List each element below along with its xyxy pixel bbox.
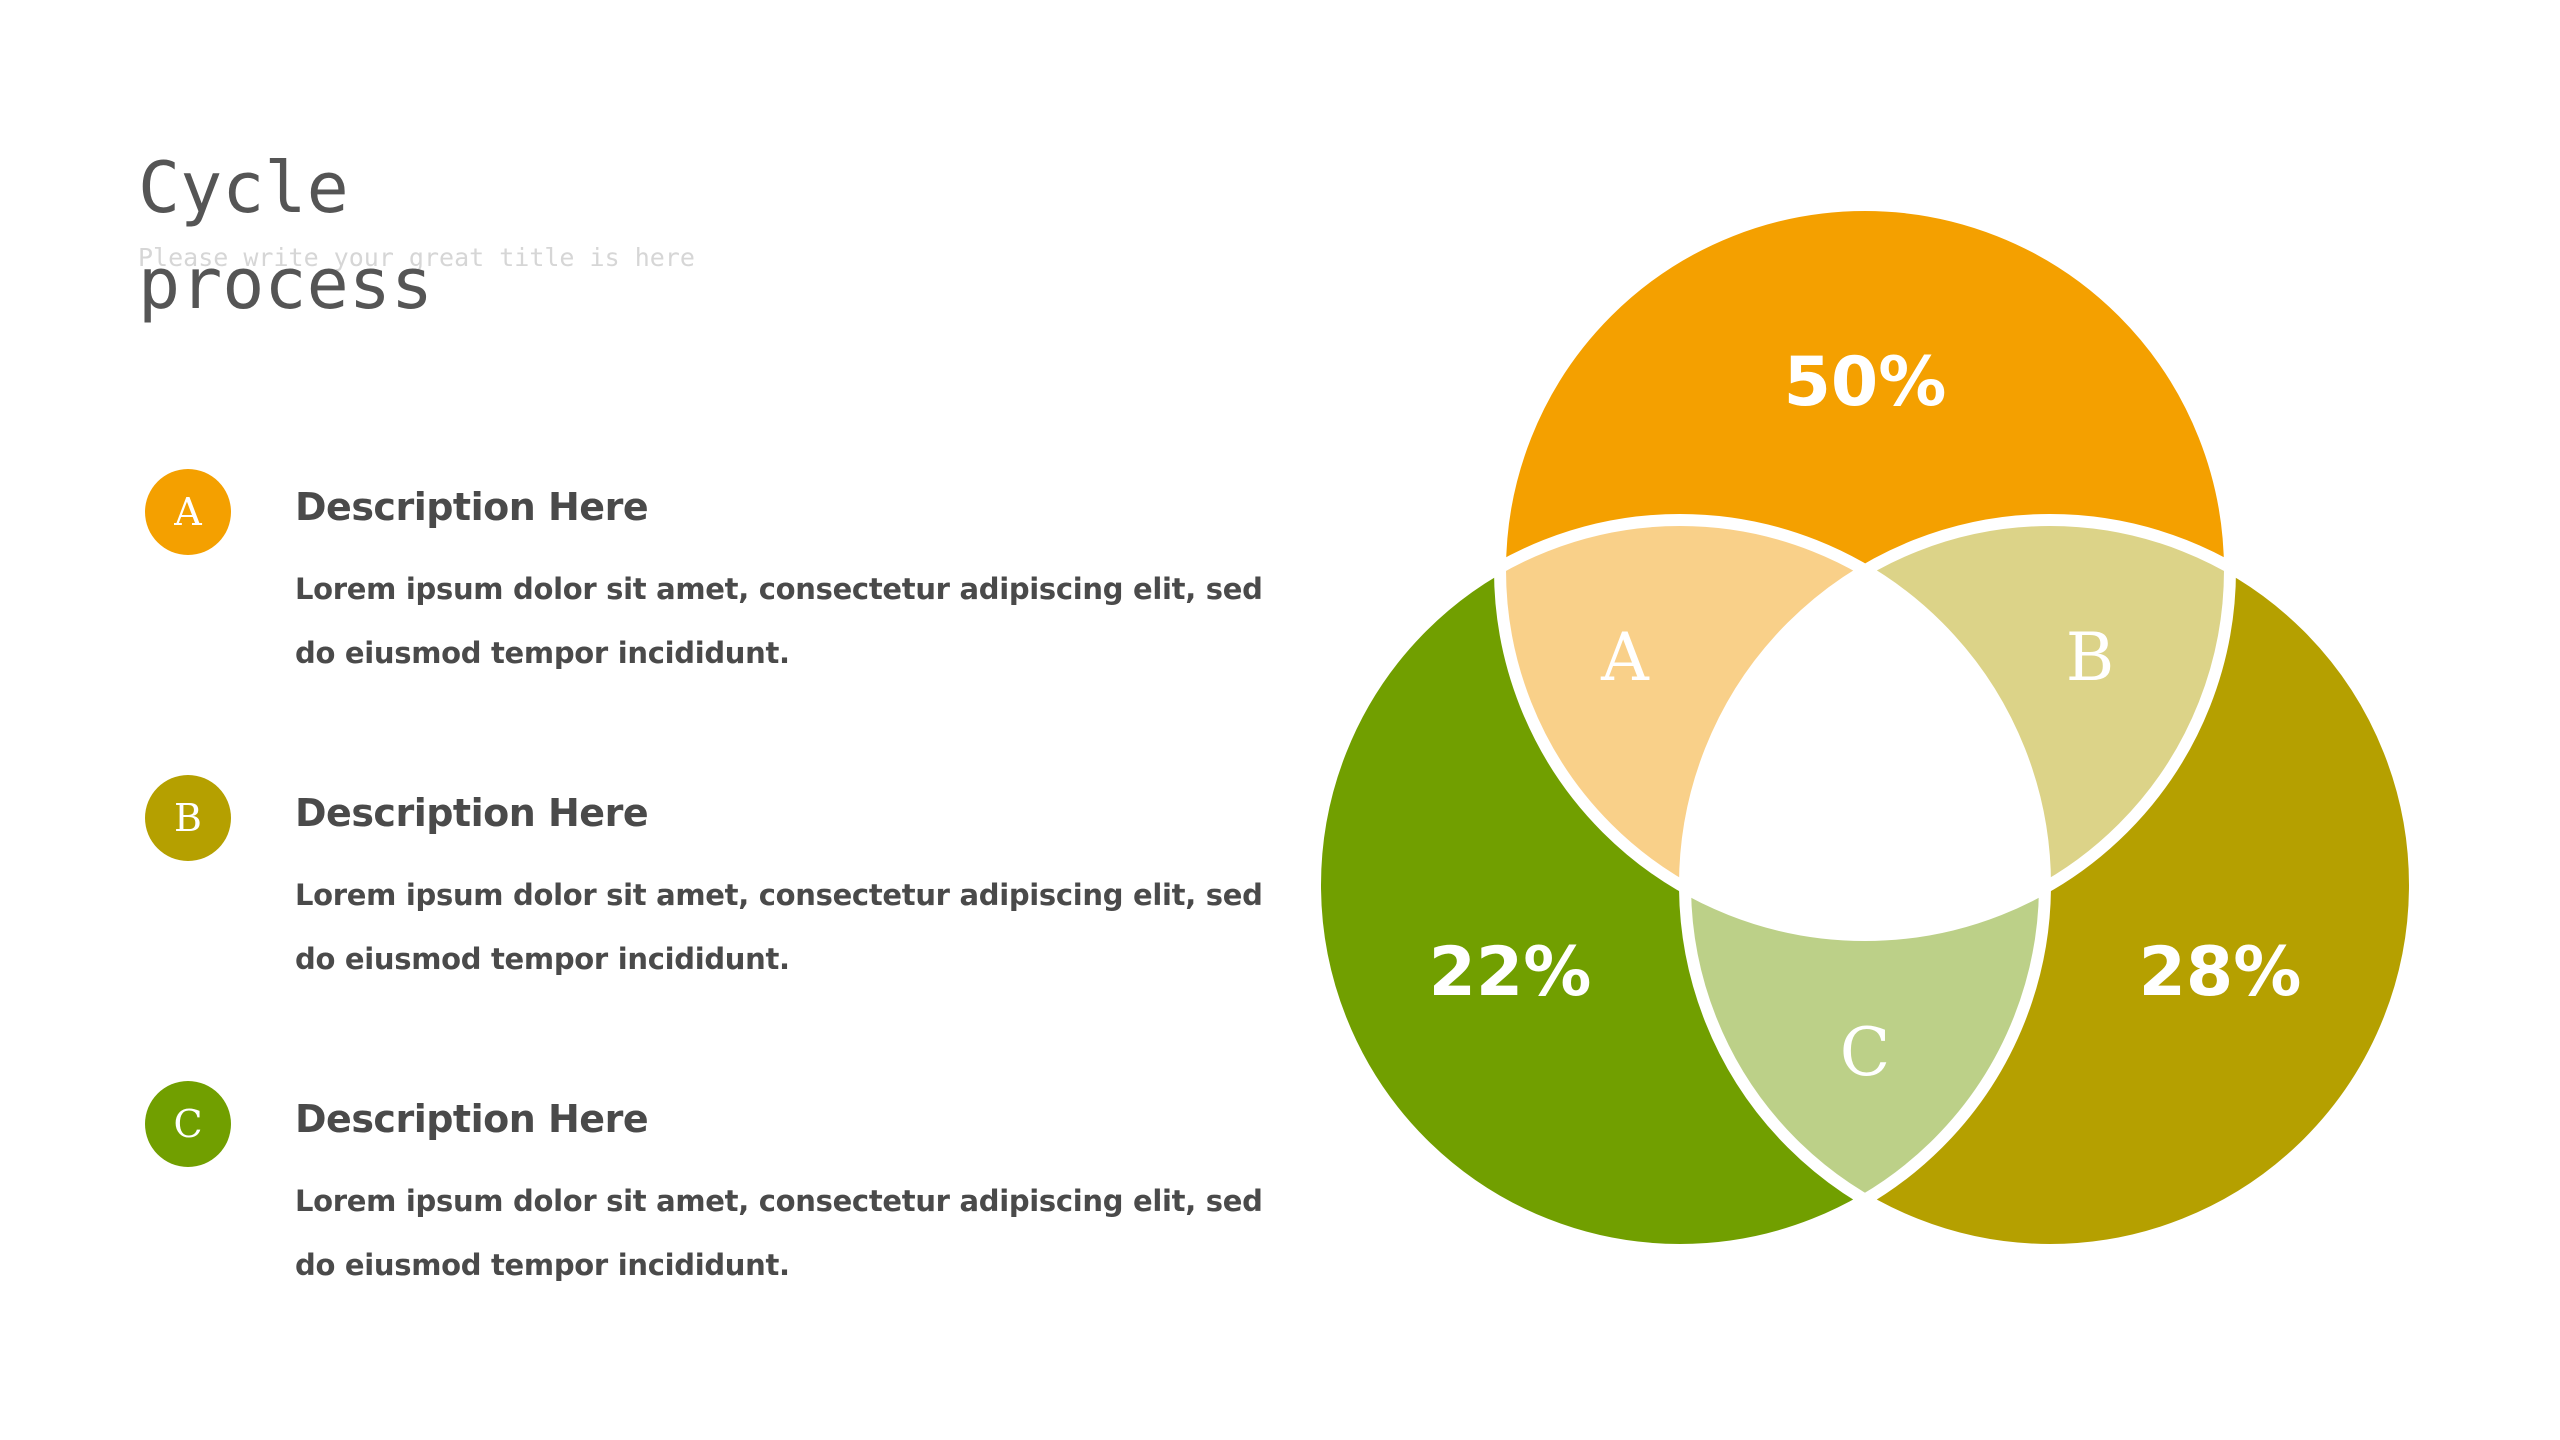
region-letter-c: C: [1840, 1014, 1891, 1091]
item-body: Lorem ipsum dolor sit amet, consectetur …: [295, 1184, 1263, 1282]
item-body: Lorem ipsum dolor sit amet, consectetur …: [295, 878, 1263, 976]
label-left-percent: 22%: [1429, 933, 1592, 1012]
list-item-c: C Description Here Lorem ipsum dolor sit…: [145, 1077, 1263, 1297]
badge-b: B: [145, 775, 231, 861]
label-right-percent: 28%: [2139, 933, 2302, 1012]
badge-c: C: [145, 1081, 231, 1167]
item-body: Lorem ipsum dolor sit amet, consectetur …: [295, 572, 1263, 670]
item-heading: Description Here: [295, 791, 649, 835]
badge-a: A: [145, 469, 231, 555]
item-heading: Description Here: [295, 1097, 649, 1141]
region-letter-a: A: [1600, 619, 1650, 696]
label-top-percent: 50%: [1784, 343, 1947, 422]
region-letter-b: B: [2066, 619, 2115, 696]
item-heading: Description Here: [295, 485, 649, 529]
outline-right: [1679, 514, 2421, 1256]
list-item-b: B Description Here Lorem ipsum dolor sit…: [145, 771, 1263, 991]
venn-svg: 50% 22% 28% A B C: [1309, 199, 2421, 1256]
overlap-center: [1685, 520, 2045, 935]
page-title: Cycle process: [138, 147, 434, 325]
venn-diagram: 50% 22% 28% A B C: [1300, 190, 2440, 1290]
list-item-a: A Description Here Lorem ipsum dolor sit…: [145, 465, 1263, 685]
outline-left: [1309, 514, 2051, 1256]
page-subtitle: Please write your great title is here: [138, 243, 695, 272]
title-block: Please write your great title is here Cy…: [138, 140, 838, 330]
